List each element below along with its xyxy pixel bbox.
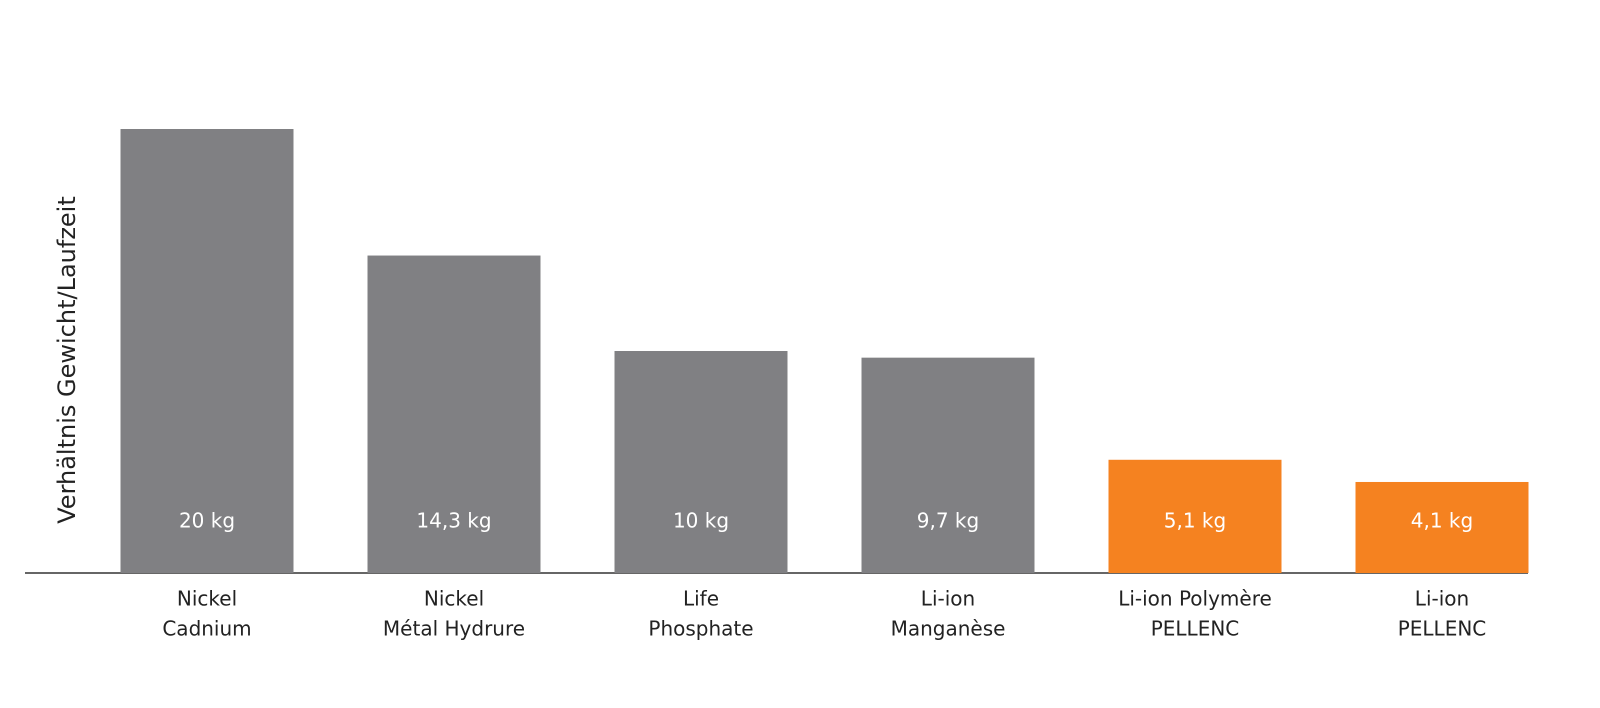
x-tick-label: Li-ion bbox=[921, 587, 975, 611]
x-tick-label: Li-ion bbox=[1415, 587, 1469, 611]
bar bbox=[861, 357, 1035, 573]
x-tick-label: Manganèse bbox=[891, 617, 1006, 641]
y-axis-label: Verhältnis Gewicht/Laufzeit bbox=[53, 196, 81, 524]
value-label: 10 kg bbox=[673, 509, 729, 533]
bar bbox=[120, 129, 294, 573]
value-label: 9,7 kg bbox=[917, 509, 979, 533]
x-tick-label: Life bbox=[683, 587, 719, 611]
bar bbox=[367, 255, 541, 574]
x-tick-label: Métal Hydrure bbox=[383, 617, 525, 641]
x-tick-label: PELLENC bbox=[1151, 617, 1240, 641]
bar bbox=[614, 351, 788, 573]
value-label: 5,1 kg bbox=[1164, 509, 1226, 533]
x-tick-label: PELLENC bbox=[1398, 617, 1487, 641]
x-tick-label: Nickel bbox=[177, 587, 237, 611]
bar bbox=[1108, 459, 1282, 573]
bar bbox=[1355, 481, 1529, 573]
x-tick-label: Phosphate bbox=[648, 617, 753, 641]
x-tick-label: Cadnium bbox=[162, 617, 251, 641]
value-label: 4,1 kg bbox=[1411, 509, 1473, 533]
value-label: 20 kg bbox=[179, 509, 235, 533]
x-tick-label: Nickel bbox=[424, 587, 484, 611]
value-label: 14,3 kg bbox=[416, 509, 491, 533]
x-tick-label: Li-ion Polymère bbox=[1118, 587, 1272, 611]
